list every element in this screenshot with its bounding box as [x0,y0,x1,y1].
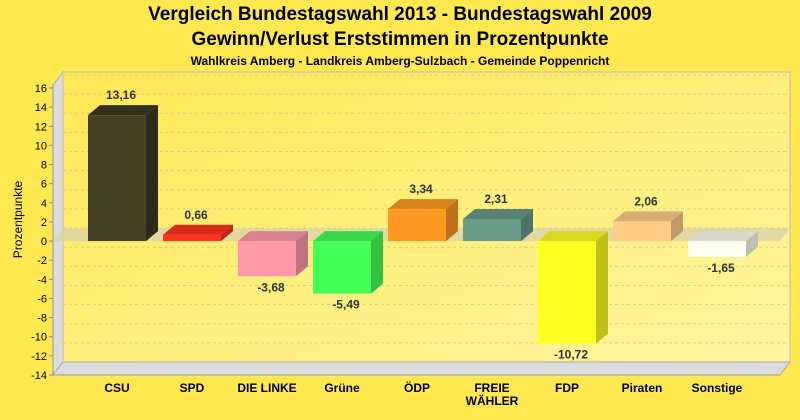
chart-title: Vergleich Bundestagswahl 2013 - Bundesta… [148,4,652,25]
y-tick-label: 14 [35,102,47,114]
data-label: -10,72 [554,348,588,362]
bar-top [88,105,158,116]
bar [613,221,671,242]
data-label: -1,65 [707,261,735,275]
bar-top [688,231,758,242]
bar-side [296,231,308,277]
data-label: 2,06 [634,194,658,208]
bar-side [371,231,383,294]
bar-side [146,105,158,242]
x-tick-label: ÖDP [404,380,430,395]
bar [463,218,521,242]
y-tick-label: -12 [31,351,47,363]
bar [238,241,296,277]
bar [88,115,146,242]
data-label: -3,68 [257,280,285,294]
y-tick-label: 4 [41,198,47,210]
y-tick-label: -4 [37,274,47,286]
floor [51,361,792,376]
y-tick-label: 12 [35,121,47,133]
y-tick-label: -10 [31,332,47,344]
bar-side [221,224,233,242]
bar-top [613,211,683,222]
data-label: 2,31 [484,192,508,206]
bar-side [671,211,683,242]
bar [163,234,221,242]
side-wall [52,70,64,377]
x-tick-label: Grüne [324,381,360,395]
bar-top [238,231,308,242]
x-tick-label: SPD [180,381,205,395]
x-tick-label: FDP [555,381,579,395]
bar-top [388,199,458,210]
chart-subtitle: Gewinn/Verlust Erststimmen in Prozentpun… [191,29,609,50]
y-tick-label: 0 [41,236,47,248]
y-tick-label: 8 [41,160,47,172]
bar-top [163,224,233,235]
x-tick-label: Sonstige [692,381,743,395]
bar [388,209,446,242]
y-tick-label: 2 [41,217,47,229]
y-tick-label: 16 [35,83,47,95]
data-label: 0,66 [184,208,208,222]
data-label: 3,34 [409,182,433,196]
x-tick-label: DIE LINKE [237,381,296,395]
bar-top [313,231,383,242]
x-tick-label: WÄHLER [466,393,519,408]
x-tick-label: Piraten [622,381,663,395]
data-label: -5,49 [332,298,360,312]
bar-side [746,231,758,257]
y-tick-label: -14 [31,370,47,382]
y-tick-label: -2 [37,255,47,267]
y-tick-label: -6 [37,293,47,305]
chart-subtitle-location: Wahlkreis Amberg - Landkreis Amberg-Sulz… [190,54,610,68]
data-label: 13,16 [106,88,136,102]
x-tick-label: CSU [104,381,129,395]
y-tick-label: 6 [41,179,47,191]
bar-top [463,208,533,219]
bar [538,241,596,344]
x-tick-label: FREIE [474,381,509,395]
bar-side [446,199,458,242]
bar [688,241,746,257]
bar [313,241,371,294]
y-axis-label: Prozentpunkte [11,180,25,258]
y-tick-label: -8 [37,313,47,325]
y-tick-label: 10 [35,140,47,152]
bar-top [538,231,608,242]
bar-side [521,208,533,242]
bar-side [596,231,608,344]
